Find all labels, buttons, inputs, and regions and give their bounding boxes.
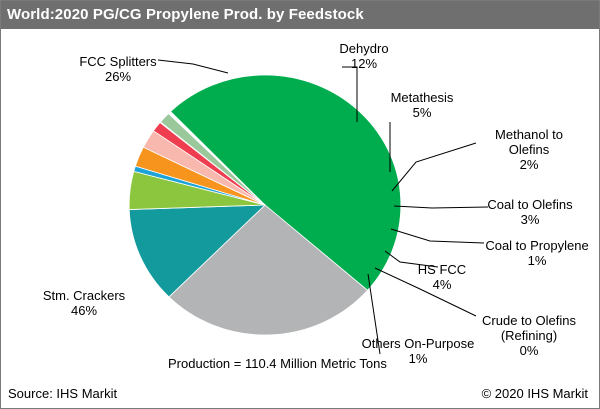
copyright-note: © 2020 IHS Markit xyxy=(481,386,588,401)
title-bar: World:2020 PG/CG Propylene Prod. by Feed… xyxy=(1,1,599,29)
slice-label-7: Coal to Propylene 1% xyxy=(485,238,588,268)
leader-line-7 xyxy=(390,228,485,244)
leader-line-3 xyxy=(342,66,358,122)
slice-label-8: HS FCC 4% xyxy=(418,262,466,292)
slice-fcc-splitters xyxy=(168,204,369,336)
slice-label-1: Stm. Crackers 46% xyxy=(43,288,126,318)
leader-line-2 xyxy=(157,59,229,74)
slice-label-3: Dehydro 12% xyxy=(339,41,388,71)
slice-stm-crackers xyxy=(170,74,402,291)
chart-title: World:2020 PG/CG Propylene Prod. by Feed… xyxy=(7,6,364,23)
slice-label-6: Coal to Olefins 3% xyxy=(487,197,573,227)
leader-line-6 xyxy=(393,205,489,209)
slice-label-2: FCC Splitters 26% xyxy=(79,54,157,84)
slice-label-9: Crude to Olefins (Refining) 0% xyxy=(482,313,576,358)
production-note: Production = 110.4 Million Metric Tons xyxy=(168,356,387,371)
leader-line-10 xyxy=(367,273,381,355)
leader-lines xyxy=(157,59,489,355)
slice-label-10: Others On-Purpose 1% xyxy=(362,336,475,366)
leader-line-8 xyxy=(384,250,439,268)
slice-label-4: Metathesis 5% xyxy=(391,90,454,120)
slice-labels: Stm. Crackers 46% FCC Splitters 26% Dehydro 1… xyxy=(43,41,589,366)
leader-line-9 xyxy=(374,267,477,317)
slice-label-5: Methanol to Olefins 2% xyxy=(495,127,563,172)
leader-line-5 xyxy=(391,142,477,192)
slice-dehydro xyxy=(128,204,267,298)
source-note: Source: IHS Markit xyxy=(8,386,118,401)
pie-slices xyxy=(128,74,402,336)
slice-others-on-purpose xyxy=(159,113,266,206)
